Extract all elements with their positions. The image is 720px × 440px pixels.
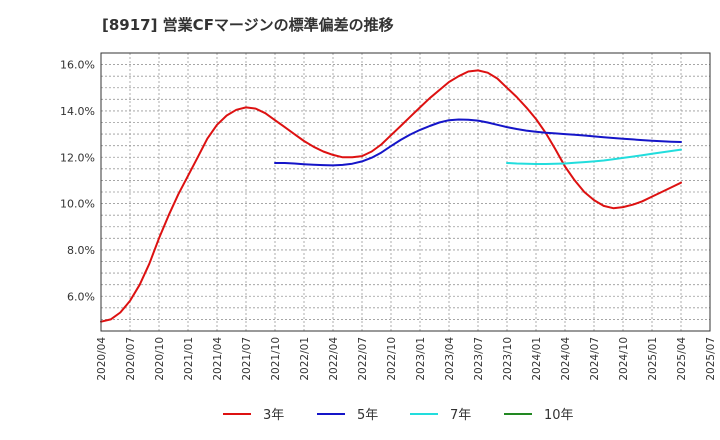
x-tick-label: 2020/10 xyxy=(154,337,166,381)
x-tick-label: 2023/01 xyxy=(415,337,427,381)
x-tick-label: 2021/10 xyxy=(270,337,282,381)
x-tick-label: 2022/04 xyxy=(328,337,340,381)
grid xyxy=(100,52,711,331)
y-tick-label: 12.0% xyxy=(60,151,95,164)
y-tick-label: 8.0% xyxy=(67,244,95,257)
legend-label-5年: 5年 xyxy=(357,408,378,423)
series-line-7年 xyxy=(506,148,682,165)
x-tick-label: 2025/04 xyxy=(676,337,688,381)
x-tick-label: 2020/04 xyxy=(96,337,108,381)
y-axis-ticks: 6.0% 8.0% 10.0% 12.0% 14.0% 16.0% xyxy=(60,59,95,304)
x-tick-label: 2024/04 xyxy=(560,337,572,381)
legend-label-7年: 7年 xyxy=(450,408,471,423)
x-tick-label: 2022/10 xyxy=(386,337,398,381)
x-tick-label: 2024/07 xyxy=(589,337,601,381)
legend-label-3年: 3年 xyxy=(263,408,284,423)
series-line-3年 xyxy=(100,69,682,323)
series-line-5年 xyxy=(274,118,682,167)
x-tick-label: 2023/07 xyxy=(473,337,485,381)
x-tick-label: 2023/04 xyxy=(444,337,456,381)
x-tick-label: 2025/01 xyxy=(647,337,659,381)
series-lines xyxy=(100,69,682,323)
y-tick-label: 14.0% xyxy=(60,105,95,118)
legend: 3年 5年 7年 10年 xyxy=(223,408,574,423)
y-tick-label: 6.0% xyxy=(67,290,95,303)
x-axis-ticks: 2020/04 2020/07 2020/10 2021/01 2021/04 2021/… xyxy=(96,337,717,381)
x-tick-label: 2024/01 xyxy=(531,337,543,381)
x-tick-label: 2021/07 xyxy=(241,337,253,381)
chart-title: [8917] 営業CFマージンの標準偏差の推移 xyxy=(102,16,394,34)
x-tick-label: 2025/07 xyxy=(705,337,717,381)
x-tick-label: 2022/07 xyxy=(357,337,369,381)
plot-area-frame xyxy=(100,52,711,332)
x-tick-label: 2021/04 xyxy=(212,337,224,381)
y-tick-label: 16.0% xyxy=(60,59,95,72)
x-tick-label: 2021/01 xyxy=(183,337,195,381)
x-tick-label: 2022/01 xyxy=(299,337,311,381)
x-tick-label: 2023/10 xyxy=(502,337,514,381)
y-tick-label: 10.0% xyxy=(60,198,95,211)
x-tick-label: 2024/10 xyxy=(618,337,630,381)
legend-label-10年: 10年 xyxy=(544,408,574,423)
x-tick-label: 2020/07 xyxy=(125,337,137,381)
